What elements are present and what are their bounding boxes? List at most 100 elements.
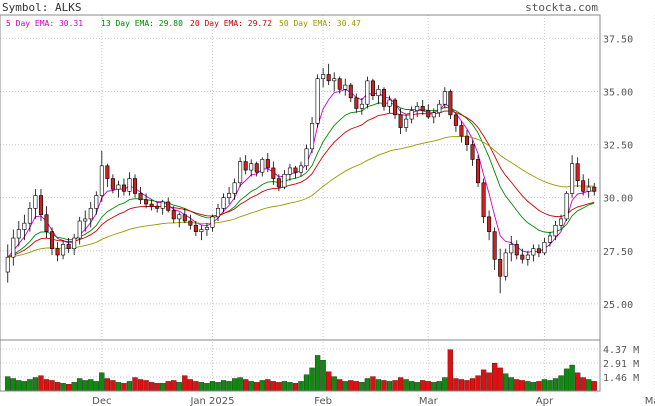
volume-bar xyxy=(121,383,127,392)
candle-body xyxy=(476,159,481,184)
candle xyxy=(166,197,171,213)
candle xyxy=(531,244,536,262)
volume-bar xyxy=(436,381,442,392)
candle xyxy=(238,157,243,188)
candle xyxy=(426,104,431,120)
volume-bar xyxy=(453,378,459,392)
candle-body xyxy=(520,254,525,260)
volume-bar xyxy=(397,377,404,392)
candle xyxy=(121,178,126,196)
volume-bar xyxy=(320,360,326,392)
candle xyxy=(160,199,165,215)
candle xyxy=(492,227,497,270)
volume-bar xyxy=(414,382,420,392)
candle-body xyxy=(531,248,536,256)
candle xyxy=(437,99,442,117)
candle xyxy=(409,106,414,124)
candle-body xyxy=(110,178,115,190)
candle xyxy=(298,161,304,177)
candle-body xyxy=(453,114,458,126)
ema-legend: 5 Day EMA: 30.31 13 Day EMA: 29.80 20 Da… xyxy=(6,19,361,28)
candle-body xyxy=(442,91,447,105)
price-axis-labels: 37.50 35.00 32.50 30.00 27.50 25.00 xyxy=(603,34,633,311)
candle-body xyxy=(448,91,453,116)
candle xyxy=(470,140,475,166)
volume-bar xyxy=(591,381,597,392)
candle xyxy=(415,102,420,117)
candle xyxy=(553,221,558,241)
volume-bar xyxy=(10,378,16,392)
candle xyxy=(260,157,265,177)
candle xyxy=(575,157,580,188)
volume-bar xyxy=(292,383,299,392)
candle xyxy=(171,206,176,224)
candle xyxy=(481,178,486,224)
candle xyxy=(149,199,154,211)
volume-bar xyxy=(226,381,232,392)
volume-bar xyxy=(386,381,393,392)
candle-body xyxy=(83,218,88,222)
volume-tick-label: 4.37 M xyxy=(603,345,639,356)
candle xyxy=(381,87,387,111)
candle-body xyxy=(376,89,381,97)
volume-bar xyxy=(132,377,138,392)
volume-bar xyxy=(54,382,61,392)
volume-bar xyxy=(464,380,470,392)
volume-bar xyxy=(508,377,514,392)
volume-bar xyxy=(126,381,133,392)
volume-grid xyxy=(0,348,600,378)
volume-bar xyxy=(137,379,144,392)
candle xyxy=(376,85,381,105)
candle-body xyxy=(144,199,149,205)
candle xyxy=(22,214,27,241)
volume-bar xyxy=(287,382,293,392)
candle-body xyxy=(227,193,232,198)
candle xyxy=(343,78,348,96)
candle-body xyxy=(99,165,104,196)
candle xyxy=(398,108,403,134)
volume-bar xyxy=(154,383,160,392)
ema-13-line xyxy=(7,102,595,258)
candle-body xyxy=(586,186,591,192)
volume-bar xyxy=(65,384,72,392)
volume-bar xyxy=(574,372,581,392)
candles xyxy=(5,63,597,294)
candle xyxy=(448,89,453,120)
candle xyxy=(221,193,226,213)
candle-body xyxy=(310,123,315,150)
candle-body xyxy=(431,112,436,118)
volume-bar xyxy=(259,380,265,392)
volume-bar xyxy=(115,382,122,392)
candle xyxy=(127,172,132,196)
volume-bar xyxy=(231,378,238,392)
volume-tick-label: 2.91 M xyxy=(603,359,639,370)
candle-body xyxy=(343,84,348,90)
candle xyxy=(354,93,359,113)
candle xyxy=(210,214,215,232)
volume-bar xyxy=(160,383,166,392)
candle-body xyxy=(304,148,309,167)
volume-bar xyxy=(552,378,559,392)
candle-body xyxy=(210,216,215,228)
candle-body xyxy=(398,114,403,128)
volume-bar xyxy=(314,355,321,392)
date-label: Apr xyxy=(536,396,554,406)
volume-bar xyxy=(21,381,28,392)
candle-body xyxy=(559,218,564,226)
candle xyxy=(144,193,149,209)
candle-body xyxy=(27,208,32,224)
ema-50-label: 50 Day EMA: 30.47 xyxy=(279,19,361,28)
volume-bar xyxy=(497,367,503,392)
candle xyxy=(243,155,248,175)
candle-body xyxy=(321,74,326,80)
date-label: Feb xyxy=(314,396,332,406)
volume-panel-frame xyxy=(0,339,601,392)
candle xyxy=(271,161,276,185)
candle-body xyxy=(393,99,398,116)
candle xyxy=(586,178,591,198)
candle xyxy=(498,248,503,294)
candle xyxy=(94,191,99,215)
candle-body xyxy=(592,186,597,192)
price-tick-label: 37.50 xyxy=(603,34,633,45)
